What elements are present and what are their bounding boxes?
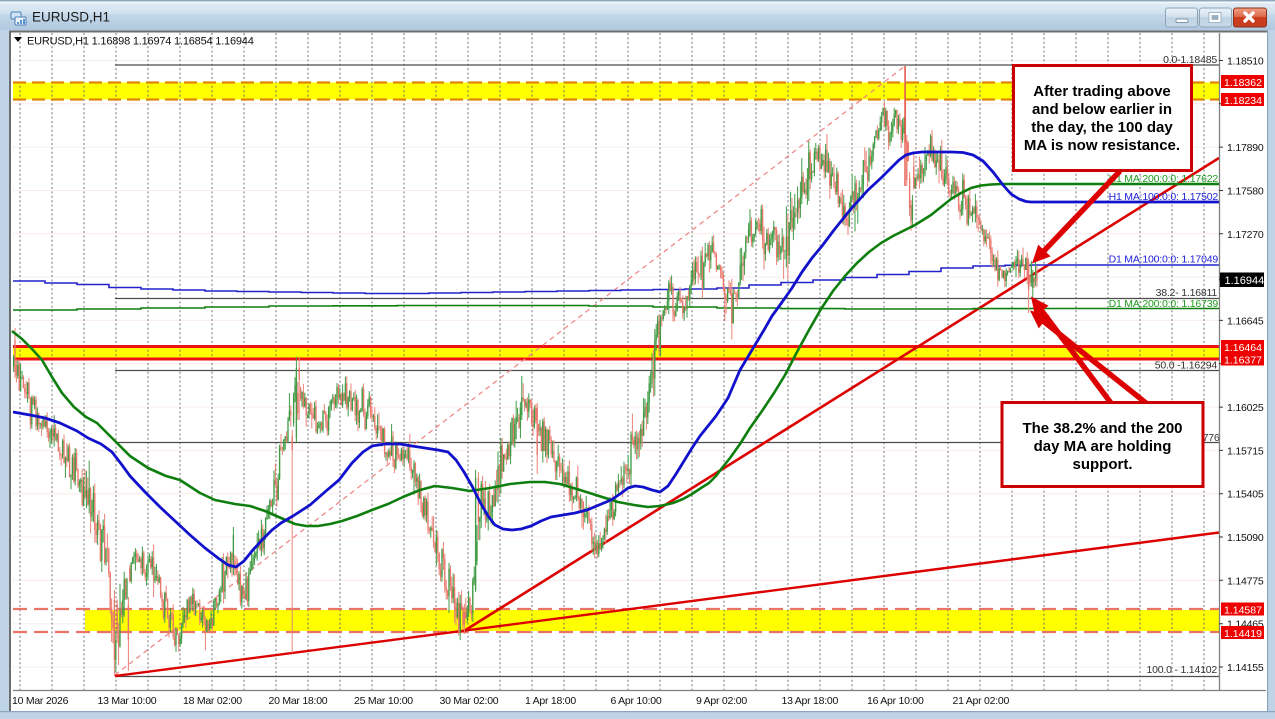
svg-text:1.16377: 1.16377: [1224, 355, 1262, 367]
svg-text:25 Mar 10:00: 25 Mar 10:00: [354, 695, 413, 707]
svg-text:and below earlier in: and below earlier in: [1032, 101, 1172, 118]
svg-text:support.: support.: [1073, 456, 1133, 473]
svg-text:16 Apr 10:00: 16 Apr 10:00: [867, 695, 924, 707]
svg-text:13 Mar 10:00: 13 Mar 10:00: [98, 695, 157, 707]
svg-text:1.17890: 1.17890: [1227, 142, 1264, 154]
svg-text:The 38.2% and the 200: The 38.2% and the 200: [1022, 420, 1182, 437]
svg-text:the day, the 100 day: the day, the 100 day: [1031, 119, 1173, 136]
svg-text:1.16645: 1.16645: [1227, 315, 1264, 327]
svg-text:1.14775: 1.14775: [1227, 575, 1264, 587]
svg-text:H1 MA:200:0:0: 1.17622: H1 MA:200:0:0: 1.17622: [1109, 173, 1219, 185]
svg-text:30 Mar 02:00: 30 Mar 02:00: [440, 695, 499, 707]
svg-text:1.17580: 1.17580: [1227, 186, 1264, 198]
svg-text:100.0 - 1.14102: 100.0 - 1.14102: [1146, 664, 1217, 676]
svg-text:EURUSD,H1 1.16898 1.16974 1.16: EURUSD,H1 1.16898 1.16974 1.16854 1.1694…: [27, 36, 254, 48]
svg-text:13 Apr 18:00: 13 Apr 18:00: [782, 695, 839, 707]
svg-text:1.16944: 1.16944: [1225, 275, 1265, 287]
svg-text:1.14587: 1.14587: [1224, 605, 1262, 617]
svg-text:18 Mar 02:00: 18 Mar 02:00: [183, 695, 242, 707]
svg-text:1.14155: 1.14155: [1227, 662, 1264, 674]
svg-text:21 Apr 02:00: 21 Apr 02:00: [953, 695, 1010, 707]
svg-text:1.14419: 1.14419: [1224, 628, 1262, 640]
svg-text:1.15715: 1.15715: [1227, 445, 1264, 457]
svg-text:9 Apr 02:00: 9 Apr 02:00: [696, 695, 747, 707]
svg-text:H1 MA:100:0:0: 1.17502: H1 MA:100:0:0: 1.17502: [1109, 191, 1219, 203]
svg-text:50.0 -1.16294: 50.0 -1.16294: [1155, 360, 1218, 372]
svg-text:1.17270: 1.17270: [1227, 229, 1264, 241]
svg-text:10 Mar 2026: 10 Mar 2026: [12, 695, 69, 707]
svg-text:After trading above: After trading above: [1033, 83, 1171, 100]
svg-text:day MA are holding: day MA are holding: [1034, 438, 1172, 455]
svg-text:1.18510: 1.18510: [1227, 56, 1264, 68]
svg-text:1.16025: 1.16025: [1227, 402, 1264, 414]
svg-text:1 Apr 18:00: 1 Apr 18:00: [525, 695, 576, 707]
svg-text:D1 MA:100:0:0: 1.17049: D1 MA:100:0:0: 1.17049: [1109, 254, 1219, 266]
svg-text:1.18362: 1.18362: [1224, 77, 1262, 89]
svg-text:20 Mar 18:00: 20 Mar 18:00: [269, 695, 328, 707]
svg-text:MA is now resistance.: MA is now resistance.: [1024, 137, 1180, 154]
svg-text:1.15090: 1.15090: [1227, 532, 1264, 544]
svg-text:1.16464: 1.16464: [1224, 342, 1262, 354]
svg-text:D1 MA:200:0:0: 1.16739: D1 MA:200:0:0: 1.16739: [1109, 298, 1219, 310]
svg-text:0.0-1.18485: 0.0-1.18485: [1163, 54, 1217, 66]
svg-text:38.2- 1.16811: 38.2- 1.16811: [1156, 287, 1218, 299]
svg-text:EURUSD,H1: EURUSD,H1: [32, 10, 110, 25]
svg-text:6 Apr 10:00: 6 Apr 10:00: [611, 695, 662, 707]
svg-text:1.15405: 1.15405: [1227, 489, 1264, 501]
svg-text:1.18234: 1.18234: [1224, 95, 1262, 107]
